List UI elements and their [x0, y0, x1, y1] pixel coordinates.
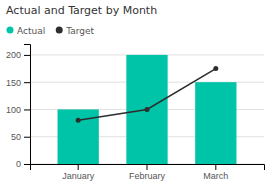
- line: [78, 69, 216, 121]
- y-tick-mark: [24, 164, 30, 165]
- plot: January February March 0 50 100 150 200: [6, 45, 265, 182]
- y-axis: 0 50 100 150 200: [6, 45, 31, 170]
- y-tick-mark: [24, 55, 30, 56]
- legend-swatch: [56, 27, 63, 34]
- y-axis-line: [24, 45, 31, 165]
- chart: Actual and Target by Month January Februar…: [0, 0, 274, 184]
- marker: [145, 107, 150, 112]
- legend-swatch: [7, 27, 14, 34]
- y-tick-label: 50: [11, 132, 21, 142]
- y-tick-mark: [24, 137, 30, 138]
- y-tick: 0: [16, 159, 30, 169]
- y-tick-label: 0: [16, 159, 21, 169]
- x-tick: March: [203, 164, 228, 181]
- grid: [30, 55, 264, 164]
- title: Actual and Target by Month: [6, 4, 157, 17]
- bar-series: [58, 55, 237, 164]
- y-tick: 100: [6, 105, 30, 115]
- marker: [76, 118, 81, 123]
- y-tick-label: 200: [6, 50, 21, 60]
- y-tick-mark: [24, 109, 30, 110]
- x-axis-line: [31, 165, 265, 171]
- bar: [195, 82, 236, 164]
- y-tick: 50: [11, 132, 30, 142]
- x-tick-label: February: [129, 171, 166, 181]
- legend-item: Actual: [7, 26, 46, 36]
- legend-label: Target: [65, 26, 94, 36]
- x-axis: January February March: [31, 164, 265, 181]
- x-tick: January: [62, 164, 95, 181]
- y-tick: 200: [6, 50, 30, 60]
- x-tick-label: March: [203, 171, 228, 181]
- y-tick-label: 150: [6, 78, 21, 88]
- x-tick-mark: [147, 164, 148, 170]
- marks: [58, 55, 237, 164]
- x-tick: February: [129, 164, 166, 181]
- legend-item: Target: [56, 26, 95, 36]
- x-tick-mark: [215, 164, 216, 170]
- bar: [126, 55, 167, 164]
- y-tick: 150: [6, 78, 30, 88]
- line-series: [76, 66, 219, 123]
- legend-label: Actual: [17, 26, 45, 36]
- legend: Actual Target: [7, 26, 95, 36]
- y-tick-label: 100: [6, 105, 21, 115]
- x-tick-mark: [78, 164, 79, 170]
- x-tick-label: January: [62, 171, 95, 181]
- y-tick-mark: [24, 82, 30, 83]
- marker: [213, 66, 218, 71]
